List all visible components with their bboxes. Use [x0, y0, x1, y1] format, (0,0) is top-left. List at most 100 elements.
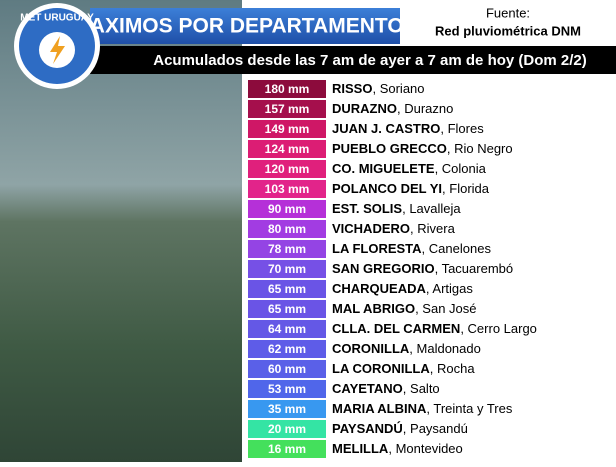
amount: 149 mm [265, 122, 310, 136]
separator: , [415, 301, 422, 316]
amount-box [248, 280, 326, 298]
station: DURAZNO [332, 101, 397, 116]
subtitle-bar [90, 46, 616, 74]
station-line: PUEBLO GRECCO, Rio Negro [332, 141, 513, 156]
separator: , [426, 281, 433, 296]
station: LA FLORESTA [332, 241, 422, 256]
department: Colonia [442, 161, 487, 176]
amount-box [248, 200, 326, 218]
station: CO. MIGUELETE [332, 161, 435, 176]
department: Artigas [432, 281, 473, 296]
separator: , [372, 81, 379, 96]
department: Rio Negro [454, 141, 513, 156]
station-line: CAYETANO, Salto [332, 381, 440, 396]
department: Cerro Largo [468, 321, 537, 336]
amount: 70 mm [268, 262, 306, 276]
separator: , [435, 261, 442, 276]
source-label: Fuente: [486, 5, 530, 20]
separator: , [442, 181, 449, 196]
amount: 62 mm [268, 342, 306, 356]
separator: , [409, 341, 416, 356]
amount: 120 mm [265, 162, 310, 176]
amount-box [248, 440, 326, 458]
station: PAYSANDÚ [332, 421, 403, 436]
logo-bolt [50, 36, 65, 64]
station-line: POLANCO DEL YI, Florida [332, 181, 490, 196]
amount-box [248, 400, 326, 418]
station-line: LA FLORESTA, Canelones [332, 241, 491, 256]
amount-box [248, 240, 326, 258]
station: SAN GREGORIO [332, 261, 435, 276]
separator: , [460, 321, 467, 336]
amount-box [248, 120, 326, 138]
amount: 78 mm [268, 242, 306, 256]
station-line: LA CORONILLA, Rocha [332, 361, 475, 376]
station: CLLA. DEL CARMEN [332, 321, 460, 336]
separator: , [403, 381, 410, 396]
separator: , [440, 121, 447, 136]
department: Florida [449, 181, 490, 196]
department: Soriano [380, 81, 425, 96]
station: CORONILLA [332, 341, 410, 356]
amount: 65 mm [268, 282, 306, 296]
department: Treinta y Tres [433, 401, 512, 416]
station-line: MARIA ALBINA, Treinta y Tres [332, 401, 513, 416]
department: Montevideo [396, 441, 463, 456]
station-line: JUAN J. CASTRO, Flores [332, 121, 484, 136]
department: Canelones [429, 241, 492, 256]
amount: 124 mm [265, 142, 310, 156]
rows: 180 mm RISSO, Soriano 157 mm DURAZNO, Duraz… [248, 80, 537, 458]
separator: , [426, 401, 433, 416]
separator: , [397, 101, 404, 116]
separator: , [447, 141, 454, 156]
title: MAXIMOS POR DEPARTAMENTOS [72, 15, 417, 38]
amount-box [248, 420, 326, 438]
amount-box [248, 220, 326, 238]
amount: 60 mm [268, 362, 306, 376]
subtitle: Acumulados desde las 7 am de ayer a 7 am… [153, 52, 587, 69]
logo-text: MET URUGUAY [20, 13, 94, 24]
station-line: PAYSANDÚ, Paysandú [332, 421, 468, 436]
amount-box [248, 300, 326, 318]
station: MELILLA [332, 441, 389, 456]
station-line: CLLA. DEL CARMEN, Cerro Largo [332, 321, 537, 336]
station-line: SAN GREGORIO, Tacuarembó [332, 261, 513, 276]
amount: 16 mm [268, 442, 306, 456]
amount: 35 mm [268, 402, 306, 416]
amount-box [248, 340, 326, 358]
station: POLANCO DEL YI [332, 181, 442, 196]
amount: 20 mm [268, 422, 306, 436]
amount: 65 mm [268, 302, 306, 316]
department: Lavalleja [409, 201, 461, 216]
station: VICHADERO [332, 221, 410, 236]
amount-box [248, 260, 326, 278]
amount: 157 mm [265, 102, 310, 116]
department: Rivera [417, 221, 455, 236]
station-line: DURAZNO, Durazno [332, 101, 453, 116]
source-box [400, 2, 616, 44]
amount-box [248, 320, 326, 338]
station-line: CHARQUEADA, Artigas [332, 281, 473, 296]
source: Red pluviométrica DNM [435, 23, 581, 38]
station: EST. SOLIS [332, 201, 402, 216]
department: Maldonado [417, 341, 481, 356]
department: Salto [410, 381, 440, 396]
station: MARIA ALBINA [332, 401, 427, 416]
department: Flores [448, 121, 485, 136]
station: CHARQUEADA [332, 281, 427, 296]
separator: , [388, 441, 395, 456]
amount: 180 mm [265, 82, 310, 96]
department: Rocha [437, 361, 475, 376]
amount-box [248, 140, 326, 158]
separator: , [402, 201, 409, 216]
title-banner [90, 8, 400, 44]
station-line: RISSO, Soriano [332, 81, 425, 96]
amount-box [248, 360, 326, 378]
amount-box [248, 160, 326, 178]
station: LA CORONILLA [332, 361, 430, 376]
station: PUEBLO GRECCO [332, 141, 447, 156]
station: RISSO [332, 81, 372, 96]
station-line: MELILLA, Montevideo [332, 441, 463, 456]
separator: , [410, 221, 417, 236]
